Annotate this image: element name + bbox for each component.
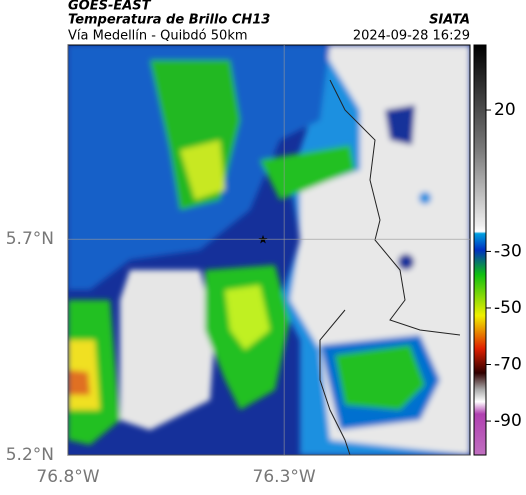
- colorbar-tick-label: -90: [494, 411, 522, 431]
- route: Vía Medellín - Quibdó 50km: [68, 29, 248, 44]
- colorbar: [473, 44, 487, 456]
- border-line: [319, 79, 461, 455]
- y-tick-label: 5.2°N: [6, 445, 54, 465]
- title: Temperatura de Brillo CH13: [68, 13, 270, 28]
- colorbar-tick-label: -50: [494, 298, 522, 318]
- colorbar-tick-label: -70: [494, 355, 522, 375]
- source: GOES-EAST: [68, 0, 152, 14]
- colorbar-tick-label: -30: [494, 241, 522, 261]
- colorbar-tick-label: 20: [494, 100, 516, 120]
- x-tick-label: 76.8°W: [36, 467, 99, 487]
- x-tick-label: 76.3°W: [253, 467, 316, 487]
- y-tick-label: 5.7°N: [6, 229, 54, 249]
- timestamp: 2024-09-28 16:29: [353, 29, 470, 44]
- satellite-image: ★: [68, 45, 470, 455]
- org: SIATA: [429, 13, 470, 28]
